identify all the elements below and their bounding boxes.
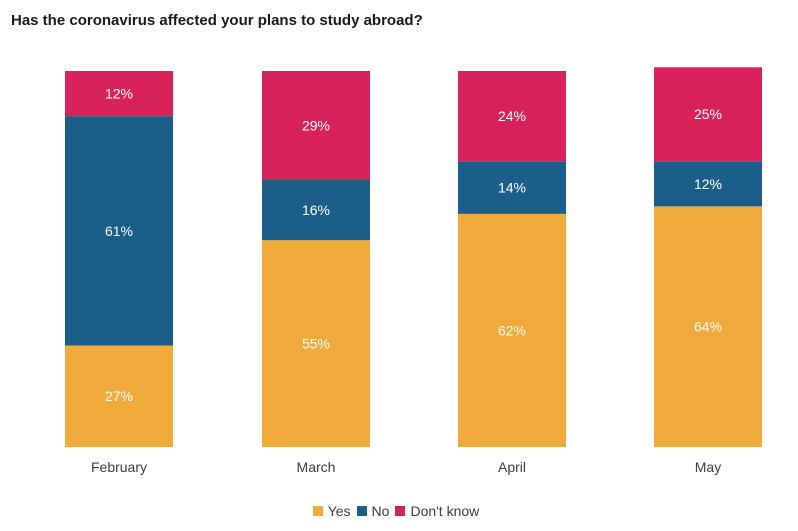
- bar-segment-no-may: [654, 161, 762, 207]
- data-label: 62%: [498, 322, 526, 338]
- data-label: 12%: [105, 86, 133, 102]
- legend-label-dont-know: Don't know: [410, 503, 480, 519]
- data-label: 27%: [105, 388, 133, 404]
- legend-label-no: No: [371, 503, 390, 519]
- data-label: 61%: [105, 223, 133, 239]
- bar-segment-no-february: [65, 116, 173, 346]
- stacked-bar-chart: 27% 61% 12% February 55% 16% 29% March 62% 14% 24%…: [65, 67, 762, 475]
- x-tick-label: March: [297, 459, 336, 475]
- legend-item-yes: Yes: [312, 503, 351, 519]
- legend: Yes No Don't know: [0, 503, 798, 519]
- legend-swatch-yes: [312, 506, 323, 516]
- data-label: 12%: [694, 176, 722, 192]
- bar-segment-don-t-know-march: [262, 71, 370, 181]
- data-label: 25%: [694, 106, 722, 122]
- bar-segment-don-t-know-february: [65, 71, 173, 117]
- chart-title: Has the coronavirus affected your plans …: [11, 12, 423, 29]
- bar-segment-yes-april: [458, 213, 566, 447]
- bar-segment-yes-march: [262, 240, 370, 447]
- bar-segment-don-t-know-april: [458, 71, 566, 162]
- data-label: 16%: [302, 202, 330, 218]
- data-label: 64%: [694, 319, 722, 335]
- data-label: 29%: [302, 118, 330, 134]
- legend-item-no: No: [356, 503, 390, 519]
- legend-swatch-dont-know: [395, 506, 406, 516]
- data-label: 14%: [498, 180, 526, 196]
- legend-item-dont-know: Don't know: [395, 503, 479, 519]
- bar-segment-yes-may: [654, 206, 762, 447]
- legend-label-yes: Yes: [327, 503, 351, 519]
- x-tick-label: February: [91, 459, 147, 475]
- x-tick-label: April: [498, 459, 526, 475]
- bar-segment-yes-february: [65, 345, 173, 447]
- legend-swatch-no: [356, 506, 367, 516]
- data-label: 55%: [302, 336, 330, 352]
- bar-segment-no-april: [458, 161, 566, 214]
- x-tick-label: May: [695, 459, 721, 475]
- bar-segment-no-march: [262, 180, 370, 241]
- data-label: 24%: [498, 108, 526, 124]
- bar-segment-don-t-know-may: [654, 67, 762, 162]
